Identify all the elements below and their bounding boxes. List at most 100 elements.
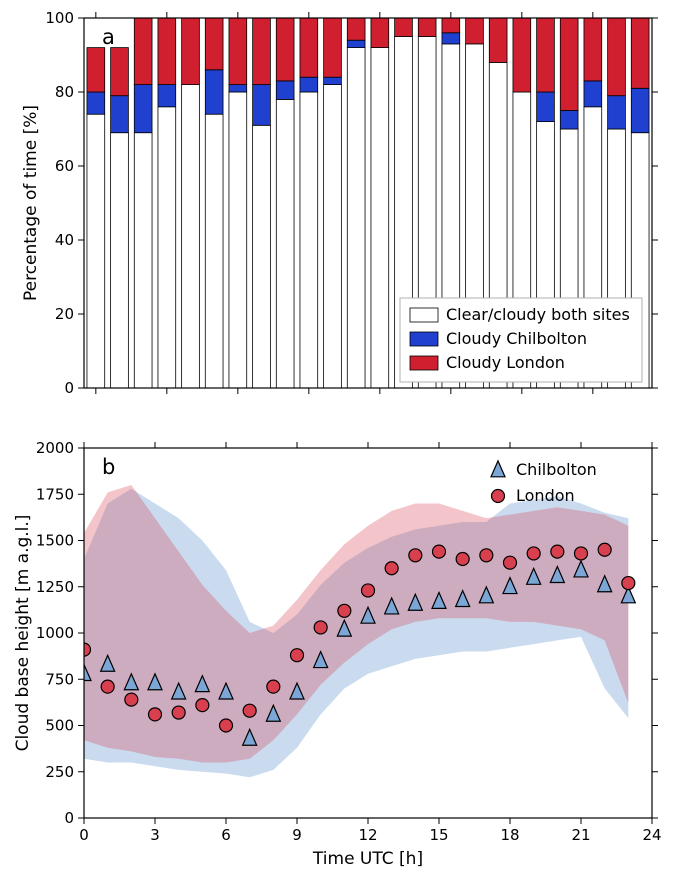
marker-london — [220, 719, 233, 732]
marker-london — [243, 704, 256, 717]
panel-b-legend: ChilboltonLondon — [491, 460, 597, 505]
legend-label-london: Cloudy London — [446, 353, 565, 372]
bar-chilbolton — [560, 111, 578, 130]
bar-clear — [134, 133, 152, 388]
xtick-label: 24 — [642, 826, 661, 844]
xtick-label: 0 — [79, 826, 89, 844]
ytick-label: 1250 — [36, 578, 74, 596]
bar-london — [489, 18, 507, 62]
panel-b-ylabel: Cloud base height [m a.g.l.] — [13, 515, 33, 752]
ytick-label: 2000 — [36, 439, 74, 457]
marker-london — [125, 693, 138, 706]
bar-chilbolton — [205, 70, 223, 114]
marker-london — [433, 545, 446, 558]
bar-clear — [371, 48, 389, 388]
marker-london — [291, 649, 304, 662]
ytick-label: 500 — [45, 717, 74, 735]
bar-clear — [111, 133, 129, 388]
marker-london — [622, 577, 635, 590]
ytick-label: 1500 — [36, 532, 74, 550]
ytick-label: 20 — [55, 305, 74, 323]
xtick-label: 9 — [292, 826, 302, 844]
bar-chilbolton — [537, 92, 555, 122]
bar-london — [560, 18, 578, 111]
bar-clear — [276, 99, 294, 388]
bar-clear — [87, 114, 105, 388]
panel-b-xlabel: Time UTC [h] — [312, 849, 423, 869]
bar-clear — [300, 92, 318, 388]
panel-b-letter: b — [102, 455, 115, 479]
legend-swatch-clear — [410, 308, 438, 322]
xtick-label: 3 — [150, 826, 160, 844]
bar-london — [442, 18, 460, 33]
bar-london — [584, 18, 602, 81]
marker-london — [314, 621, 327, 634]
bar-clear — [347, 48, 365, 388]
bar-london — [158, 18, 176, 85]
ytick-label: 1750 — [36, 485, 74, 503]
ytick-label: 60 — [55, 157, 74, 175]
bar-clear — [182, 85, 200, 388]
bar-london — [253, 18, 271, 85]
marker-london — [362, 584, 375, 597]
panel-a-ylabel: Percentage of time [%] — [21, 105, 41, 301]
xtick-label: 6 — [221, 826, 231, 844]
marker-london — [551, 545, 564, 558]
bar-chilbolton — [87, 92, 105, 114]
figure-svg: 020406080100Percentage of time [%]aClear… — [0, 0, 685, 878]
ytick-label: 100 — [45, 9, 74, 27]
ytick-label: 80 — [55, 83, 74, 101]
xtick-label: 21 — [571, 826, 590, 844]
bar-london — [111, 48, 129, 96]
bar-chilbolton — [584, 81, 602, 107]
legend-label-chilbolton: Chilbolton — [516, 460, 597, 479]
ytick-label: 750 — [45, 670, 74, 688]
marker-london — [172, 706, 185, 719]
bar-london — [395, 18, 413, 37]
bar-clear — [324, 85, 342, 388]
bar-london — [300, 18, 318, 77]
marker-london — [196, 699, 209, 712]
bar-chilbolton — [134, 85, 152, 133]
marker-london — [575, 547, 588, 560]
legend-marker-london — [492, 490, 505, 503]
ytick-label: 250 — [45, 763, 74, 781]
panel-a: 020406080100Percentage of time [%]aClear… — [21, 9, 658, 397]
bar-clear — [158, 107, 176, 388]
legend-swatch-london — [410, 356, 438, 370]
marker-london — [456, 553, 469, 566]
bar-chilbolton — [229, 85, 247, 92]
bar-london — [608, 18, 626, 96]
bar-clear — [253, 125, 271, 388]
bar-london — [631, 18, 649, 88]
bar-london — [134, 18, 152, 85]
bar-london — [513, 18, 531, 92]
panel-b: 0250500750100012501500175020000369121518… — [13, 439, 662, 869]
xtick-label: 12 — [358, 826, 377, 844]
marker-london — [338, 604, 351, 617]
bar-chilbolton — [608, 96, 626, 129]
legend-label-clear: Clear/cloudy both sites — [446, 305, 630, 324]
bar-london — [371, 18, 389, 48]
ytick-label: 40 — [55, 231, 74, 249]
marker-london — [527, 547, 540, 560]
bar-chilbolton — [276, 81, 294, 100]
bar-chilbolton — [111, 96, 129, 133]
bar-chilbolton — [253, 85, 271, 126]
bar-london — [87, 48, 105, 92]
bar-london — [229, 18, 247, 85]
marker-london — [149, 708, 162, 721]
marker-london — [409, 549, 422, 562]
bar-london — [466, 18, 484, 44]
figure: 020406080100Percentage of time [%]aClear… — [0, 0, 685, 878]
xtick-label: 15 — [429, 826, 448, 844]
legend-swatch-chilbolton — [410, 332, 438, 346]
ytick-label: 0 — [64, 809, 74, 827]
bar-london — [324, 18, 342, 77]
panel-a-legend: Clear/cloudy both sitesCloudy Chilbolton… — [400, 298, 642, 382]
bands — [84, 485, 628, 777]
bar-clear — [229, 92, 247, 388]
bar-chilbolton — [158, 85, 176, 107]
bar-chilbolton — [631, 88, 649, 132]
bar-chilbolton — [324, 77, 342, 84]
